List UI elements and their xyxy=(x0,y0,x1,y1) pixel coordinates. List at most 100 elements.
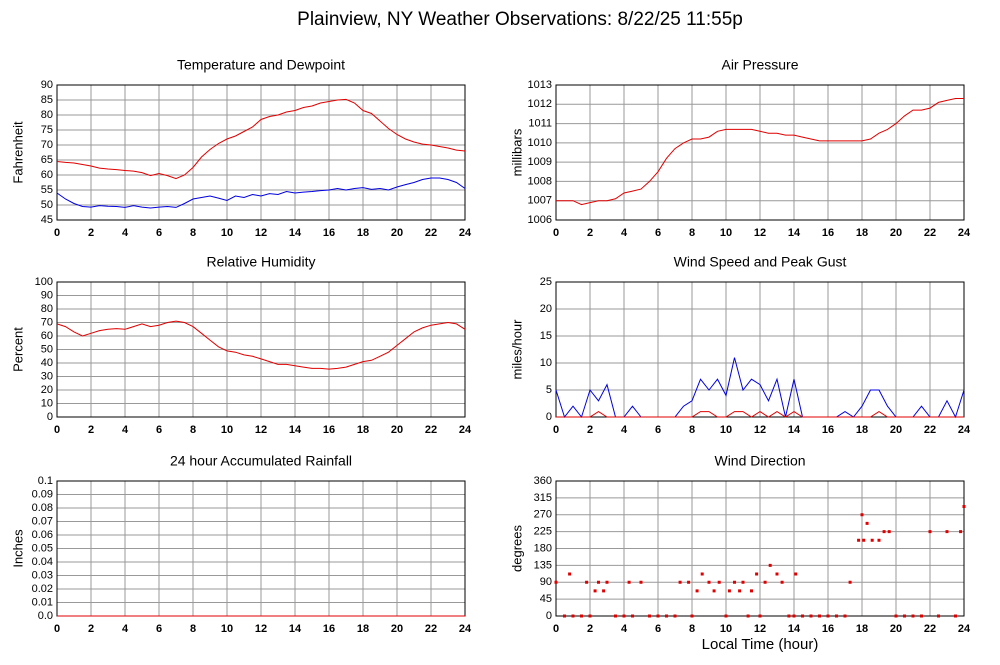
x-tick-label: 14 xyxy=(289,424,302,436)
x-tick-label: 0 xyxy=(553,227,559,239)
x-tick-label: 24 xyxy=(459,623,472,635)
x-tick-label: 18 xyxy=(856,227,868,239)
y-tick-label: 0.0 xyxy=(38,610,53,622)
point xyxy=(937,614,940,618)
x-tick-label: 0 xyxy=(553,623,559,635)
y-tick-label: 75 xyxy=(41,124,53,136)
x-tick-label: 18 xyxy=(856,424,868,436)
point xyxy=(826,614,830,618)
x-tick-label: 8 xyxy=(689,424,695,436)
x-tick-label: 0 xyxy=(553,424,559,436)
x-tick-label: 16 xyxy=(822,623,834,635)
x-tick-label: 18 xyxy=(357,227,369,239)
series-line xyxy=(56,320,466,370)
y-axis-label: miles/hour xyxy=(509,319,524,380)
point xyxy=(809,614,813,618)
x-tick-label: 8 xyxy=(190,623,196,635)
y-tick-label: 0 xyxy=(47,411,53,423)
point xyxy=(865,521,869,525)
y-tick-label: 0.02 xyxy=(32,583,53,595)
y-tick-label: 10 xyxy=(41,397,53,409)
y-tick-label: 1013 xyxy=(528,79,552,91)
x-tick-label: 6 xyxy=(156,623,162,635)
y-axis-label: Inches xyxy=(10,529,25,568)
x-tick-label: 20 xyxy=(391,227,403,239)
x-tick-label: 22 xyxy=(425,623,437,635)
y-tick-label: 45 xyxy=(41,214,53,226)
point xyxy=(631,614,634,618)
x-tick-label: 4 xyxy=(122,227,129,239)
y-tick-label: 60 xyxy=(41,330,53,342)
panel-title: 24 hour Accumulated Rainfall xyxy=(170,453,352,469)
point xyxy=(903,614,906,618)
x-tick-label: 14 xyxy=(289,623,302,635)
point xyxy=(597,580,600,584)
point xyxy=(733,580,736,584)
plot-frame xyxy=(56,84,466,221)
y-tick-label: 0.07 xyxy=(32,515,53,527)
point xyxy=(920,614,923,618)
x-tick-label: 10 xyxy=(720,227,732,239)
y-tick-label: 45 xyxy=(540,593,552,605)
y-tick-label: 0.09 xyxy=(32,488,53,500)
x-tick-label: 4 xyxy=(621,623,628,635)
point xyxy=(648,614,651,618)
y-tick-label: 90 xyxy=(41,79,53,91)
x-tick-label: 6 xyxy=(655,424,661,436)
point xyxy=(835,614,838,618)
point xyxy=(712,589,716,593)
x-tick-label: 20 xyxy=(890,227,902,239)
x-tick-label: 2 xyxy=(587,623,593,635)
point xyxy=(602,589,606,593)
point xyxy=(665,614,668,618)
point xyxy=(962,505,966,508)
y-tick-label: 70 xyxy=(41,316,53,328)
y-tick-label: 25 xyxy=(540,276,552,288)
x-tick-label: 0 xyxy=(54,227,60,239)
point xyxy=(678,580,682,584)
y-tick-label: 0.08 xyxy=(32,502,53,514)
x-tick-label: 12 xyxy=(754,227,766,239)
x-tick-label: 2 xyxy=(587,227,593,239)
x-tick-label: 12 xyxy=(754,623,766,635)
x-tick-label: 8 xyxy=(190,424,196,436)
x-tick-label: 12 xyxy=(255,623,267,635)
x-tick-label: 14 xyxy=(788,623,801,635)
y-tick-label: 1012 xyxy=(528,98,552,110)
y-tick-label: 1010 xyxy=(528,137,552,149)
point xyxy=(775,572,779,576)
y-tick-label: 30 xyxy=(41,370,53,382)
y-tick-label: 0.03 xyxy=(32,569,53,581)
x-tick-label: 4 xyxy=(621,227,628,239)
panel-title: Air Pressure xyxy=(721,57,798,73)
point xyxy=(695,589,699,593)
x-tick-label: 10 xyxy=(221,623,233,635)
point xyxy=(639,580,643,584)
y-axis-label: Percent xyxy=(10,327,25,372)
x-tick-label: 6 xyxy=(655,623,661,635)
y-tick-label: 85 xyxy=(41,94,53,106)
point xyxy=(656,614,660,618)
point xyxy=(727,589,731,593)
y-tick-label: 20 xyxy=(540,303,552,315)
series-line xyxy=(56,98,466,180)
plot-frame xyxy=(555,281,965,418)
point xyxy=(818,614,821,618)
x-tick-label: 12 xyxy=(255,424,267,436)
panel-title: Wind Direction xyxy=(714,453,805,469)
y-tick-label: 60 xyxy=(41,169,53,181)
x-tick-label: 12 xyxy=(255,227,267,239)
y-tick-label: 180 xyxy=(534,542,552,554)
x-tick-label: 22 xyxy=(924,623,936,635)
x-tick-label: 4 xyxy=(122,623,129,635)
point xyxy=(848,580,852,584)
point xyxy=(959,530,963,534)
point xyxy=(707,580,711,584)
y-tick-label: 40 xyxy=(41,357,53,369)
y-tick-label: 0.01 xyxy=(32,596,53,608)
point xyxy=(954,614,957,618)
y-tick-label: 225 xyxy=(534,526,552,538)
y-tick-label: 80 xyxy=(41,303,53,315)
y-tick-label: 55 xyxy=(41,184,53,196)
